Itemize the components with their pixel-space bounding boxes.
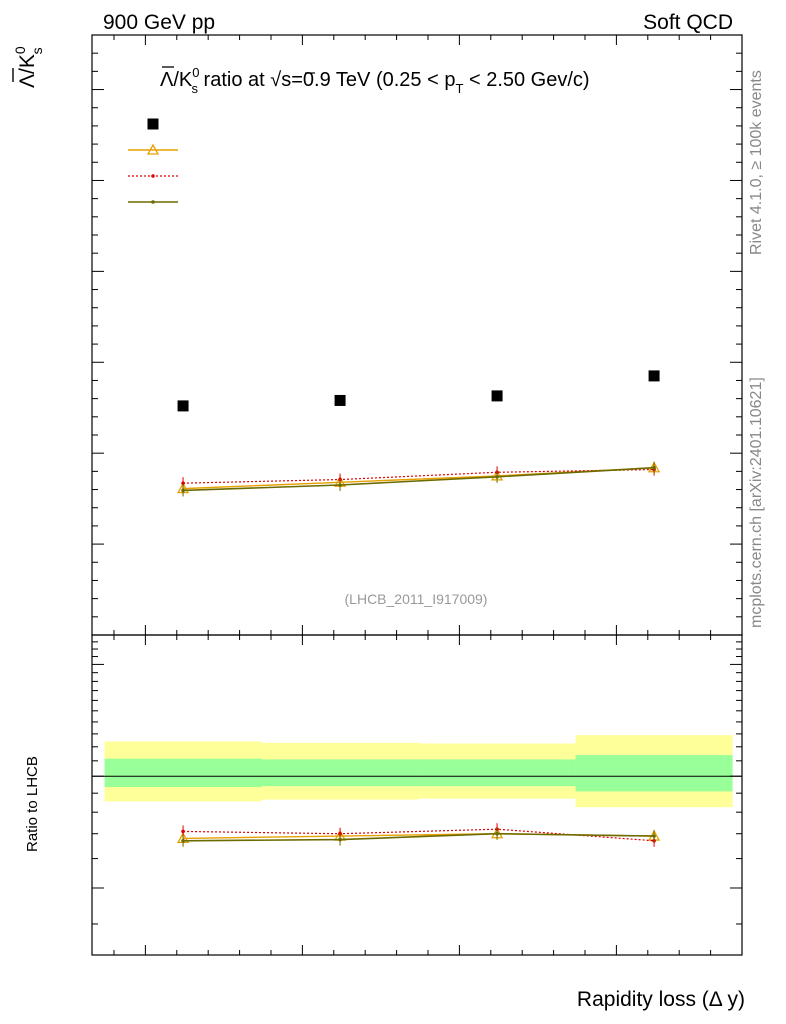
title-energy: =0.9 TeV (0.25 < p bbox=[291, 69, 455, 91]
mcplots-reference-text: mcplots.cern.ch [arXiv:2401.10621] bbox=[748, 377, 765, 628]
ratio-z2-point bbox=[338, 837, 342, 842]
title-ratio-sup: 0 bbox=[192, 65, 199, 80]
category-label: Soft QCD bbox=[643, 11, 733, 34]
main-z1-line bbox=[183, 468, 655, 484]
ratio-z2-point bbox=[652, 834, 656, 838]
main-lhcb-point bbox=[334, 394, 346, 406]
title-middle: ratio at bbox=[198, 69, 270, 91]
x-axis-label: Rapidity loss (Δ y) bbox=[577, 988, 745, 1011]
main-ylabel-sup: 0 bbox=[12, 46, 28, 54]
ratio-band-inner bbox=[575, 755, 733, 792]
main-z2-line bbox=[183, 466, 655, 492]
main-ylabel-sub: s bbox=[29, 47, 45, 54]
legend-marker-z1 bbox=[151, 174, 155, 178]
main-z2-point bbox=[338, 483, 342, 487]
rivet-version-text: Rivet 4.1.0, ≥ 100k events bbox=[748, 70, 765, 255]
main-plot bbox=[91, 34, 743, 640]
main-z2-point bbox=[495, 475, 499, 479]
legend-marker-z2 bbox=[151, 200, 155, 204]
svg-text:Λ/K0s ratio at √s=0.9 TeV (0.2: Λ/K0 s ratio at √s=0.9 TeV (0.25 < pT < 2… bbox=[160, 65, 590, 96]
ratio-z2-point bbox=[495, 831, 499, 836]
analysis-id-label: (LHCB_2011_I917009) bbox=[345, 591, 488, 607]
title-pt-sub: T bbox=[455, 81, 463, 96]
main-z2-point bbox=[652, 465, 656, 470]
legend bbox=[128, 118, 178, 204]
ratio-z1-point bbox=[181, 829, 185, 834]
title-sqrt: √ bbox=[270, 69, 281, 91]
main-lhcb-point bbox=[177, 400, 189, 412]
title-ratio-name: Λ/K bbox=[160, 69, 193, 91]
ratio-plot bbox=[91, 625, 743, 956]
energy-label: 900 GeV pp bbox=[103, 11, 215, 34]
ratio-z2-line bbox=[183, 832, 655, 842]
main-lhcb-point bbox=[491, 390, 503, 402]
legend-marker-lhcb bbox=[147, 118, 159, 130]
ratio-band-inner bbox=[418, 759, 576, 787]
legend-marker-ambt1 bbox=[146, 143, 160, 155]
title-range-end: < 2.50 Gev/c) bbox=[463, 69, 589, 91]
ratio-ylabel: Ratio to LHCB bbox=[24, 756, 41, 852]
title-ratio-sub: s bbox=[192, 81, 199, 96]
svg-text:Λ/K0s: Λ/K0s bbox=[12, 46, 45, 88]
ratio-frame bbox=[91, 634, 743, 956]
main-z2-point bbox=[181, 488, 185, 493]
chart-title: Λ/K0 s ratio at √s=0.9 TeV (0.25 < pT < 2… bbox=[160, 65, 590, 96]
main-frame bbox=[91, 34, 743, 636]
ratio-band-inner bbox=[261, 759, 419, 787]
ratio-band-inner bbox=[104, 758, 262, 788]
main-z1-point bbox=[181, 481, 185, 485]
main-lhcb-point bbox=[648, 370, 660, 382]
title-sqrt-arg: s bbox=[281, 69, 291, 91]
main-ylabel-base: Λ/K bbox=[16, 54, 39, 88]
main-ylabel: Λ/K0s bbox=[12, 46, 45, 88]
ratio-z2-point bbox=[181, 838, 185, 843]
